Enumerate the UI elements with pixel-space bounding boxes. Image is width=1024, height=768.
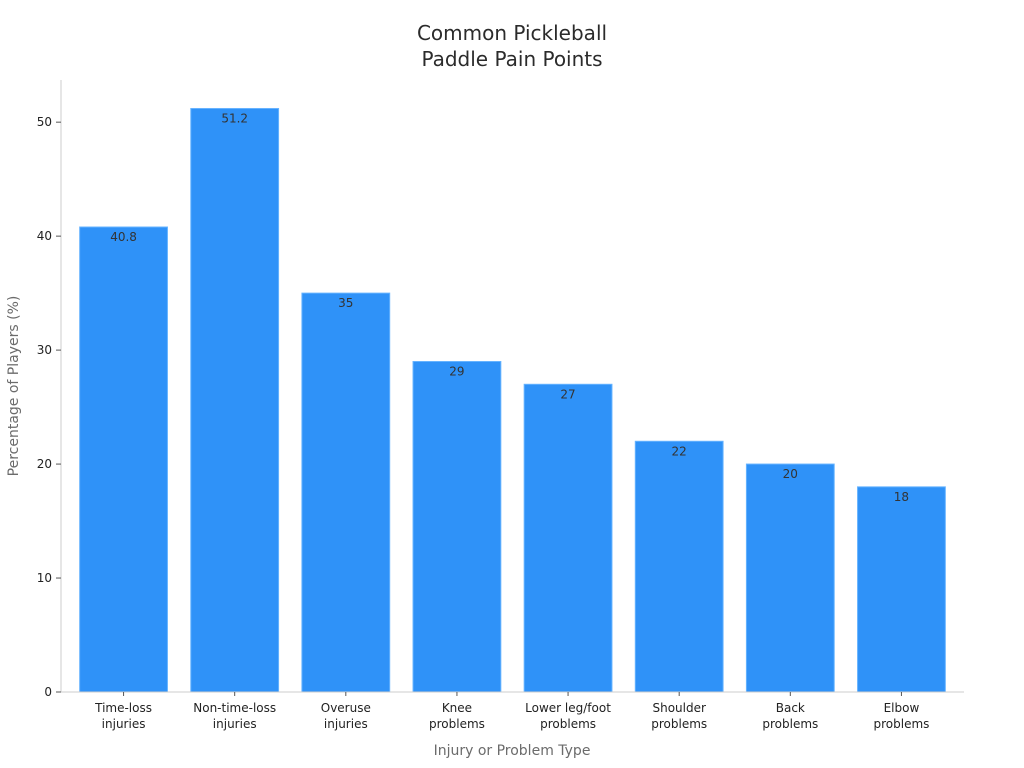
x-tick-label: Back xyxy=(776,701,805,715)
bar xyxy=(190,107,280,693)
bar-value-label: 22 xyxy=(672,444,687,458)
x-tick-label: Elbow xyxy=(884,701,920,715)
x-tick-label: Knee xyxy=(442,701,472,715)
bar-value-label: 20 xyxy=(783,467,798,481)
x-tick-label: problems xyxy=(651,717,707,731)
y-tick-label: 10 xyxy=(37,571,52,585)
x-tick-labels-layer: Time-loss injuries Non-time-loss injuries Ov… xyxy=(94,701,929,731)
y-tick-label: 30 xyxy=(37,343,52,357)
bar-value-label: 40.8 xyxy=(110,230,137,244)
y-tick-label: 40 xyxy=(37,229,52,243)
x-tick-label: problems xyxy=(540,717,596,731)
y-tick-label: 0 xyxy=(44,685,52,699)
x-tick-label: Non-time-loss xyxy=(193,701,276,715)
bar xyxy=(523,383,613,693)
bar xyxy=(745,463,835,693)
chart-title-line-1: Common Pickleball xyxy=(417,21,607,45)
y-tick-label: 20 xyxy=(37,457,52,471)
x-tick-label: problems xyxy=(873,717,929,731)
x-tick-label: injuries xyxy=(324,717,368,731)
bar xyxy=(301,292,391,693)
y-axis-label: Percentage of Players (%) xyxy=(6,296,22,477)
x-tick-label: injuries xyxy=(213,717,257,731)
x-tick-label: problems xyxy=(762,717,818,731)
x-tick-label: Lower leg/foot xyxy=(525,701,611,715)
bar xyxy=(634,440,724,693)
x-tick-label: Time-loss xyxy=(94,701,152,715)
bar-value-label: 27 xyxy=(560,387,575,401)
y-tick-labels-layer: 0 10 20 30 40 50 xyxy=(37,115,52,699)
x-axis-label: Injury or Problem Type xyxy=(434,743,591,759)
bar-value-label: 35 xyxy=(338,296,353,310)
bar xyxy=(857,486,946,693)
axes-layer xyxy=(56,80,964,696)
y-tick-label: 50 xyxy=(37,115,52,129)
chart-title-line-2: Paddle Pain Points xyxy=(421,47,602,71)
x-tick-label: injuries xyxy=(102,717,146,731)
bar-value-label: 18 xyxy=(894,490,909,504)
bar-value-label: 51.2 xyxy=(221,111,248,125)
bar xyxy=(79,226,168,693)
data-labels-layer: 40.8 51.2 35 29 27 22 20 18 xyxy=(110,111,909,503)
x-tick-label: Shoulder xyxy=(652,701,706,715)
bar-value-label: 29 xyxy=(449,364,464,378)
x-tick-label: Overuse xyxy=(321,701,371,715)
x-tick-label: problems xyxy=(429,717,485,731)
bar xyxy=(412,360,502,693)
bars-layer xyxy=(79,107,946,693)
